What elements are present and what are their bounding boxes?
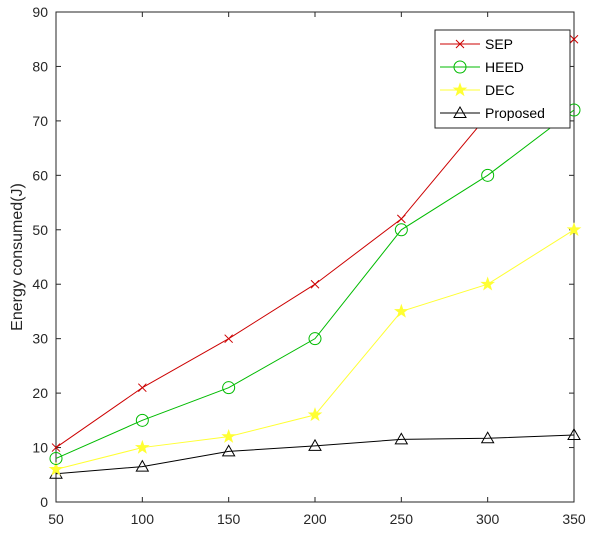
data-point bbox=[48, 461, 64, 476]
data-point bbox=[307, 407, 323, 422]
data-point bbox=[135, 459, 150, 472]
data-point bbox=[135, 413, 149, 427]
x-axis: 50 100 150 200 250 300 350 bbox=[48, 12, 586, 527]
data-point bbox=[481, 168, 495, 182]
data-point bbox=[137, 383, 147, 393]
x-tick-label: 100 bbox=[131, 511, 155, 527]
legend-item-proposed: Proposed bbox=[440, 105, 545, 121]
y-tick-label: 30 bbox=[32, 331, 48, 347]
y-tick-label: 80 bbox=[32, 58, 48, 74]
x-tick-label: 50 bbox=[48, 511, 64, 527]
data-point bbox=[566, 222, 582, 237]
x-tick-label: 350 bbox=[562, 511, 586, 527]
x-tick-label: 250 bbox=[390, 511, 414, 527]
legend-label: SEP bbox=[485, 36, 513, 52]
data-point bbox=[394, 223, 408, 237]
y-tick-label: 10 bbox=[32, 440, 48, 456]
y-tick-label: 0 bbox=[40, 494, 48, 510]
series-heed bbox=[49, 103, 581, 465]
legend-label: DEC bbox=[485, 82, 515, 98]
series-line bbox=[55, 109, 575, 459]
y-tick-label: 70 bbox=[32, 113, 48, 129]
legend-marker bbox=[453, 105, 467, 118]
data-point bbox=[308, 438, 322, 451]
x-tick-label: 200 bbox=[303, 511, 327, 527]
data-point bbox=[396, 214, 406, 224]
legend-marker bbox=[452, 82, 468, 97]
data-point bbox=[480, 276, 496, 291]
y-tick-label: 20 bbox=[32, 385, 48, 401]
legend-item-dec: DEC bbox=[440, 82, 515, 98]
legend-item-sep: SEP bbox=[440, 36, 513, 52]
y-tick-label: 90 bbox=[32, 4, 48, 20]
legend: SEP HEED DEC Proposed bbox=[434, 29, 571, 129]
series-dec bbox=[48, 222, 582, 476]
data-point bbox=[51, 443, 61, 452]
data-point bbox=[221, 428, 237, 443]
data-point bbox=[224, 334, 234, 344]
data-point bbox=[134, 439, 150, 454]
legend-item-heed: HEED bbox=[440, 59, 524, 75]
data-point bbox=[310, 279, 320, 289]
data-point bbox=[49, 451, 63, 465]
legend-label: Proposed bbox=[485, 105, 545, 121]
data-point bbox=[480, 431, 495, 444]
data-point bbox=[221, 444, 236, 457]
data-point bbox=[308, 332, 322, 346]
data-point bbox=[394, 432, 409, 445]
legend-label: HEED bbox=[485, 59, 524, 75]
y-tick-label: 60 bbox=[32, 167, 48, 183]
series-line bbox=[55, 434, 575, 475]
series-proposed bbox=[49, 428, 581, 479]
data-point bbox=[393, 303, 409, 318]
y-axis-label: Energy consumed(J) bbox=[9, 183, 26, 331]
y-tick-label: 40 bbox=[32, 276, 48, 292]
data-point bbox=[569, 34, 579, 44]
legend-marker bbox=[453, 60, 467, 74]
legend-marker bbox=[455, 39, 465, 49]
data-point bbox=[222, 381, 236, 395]
y-tick-label: 50 bbox=[32, 222, 48, 238]
x-tick-label: 300 bbox=[476, 511, 500, 527]
x-tick-label: 150 bbox=[217, 511, 241, 527]
data-point bbox=[567, 428, 581, 441]
